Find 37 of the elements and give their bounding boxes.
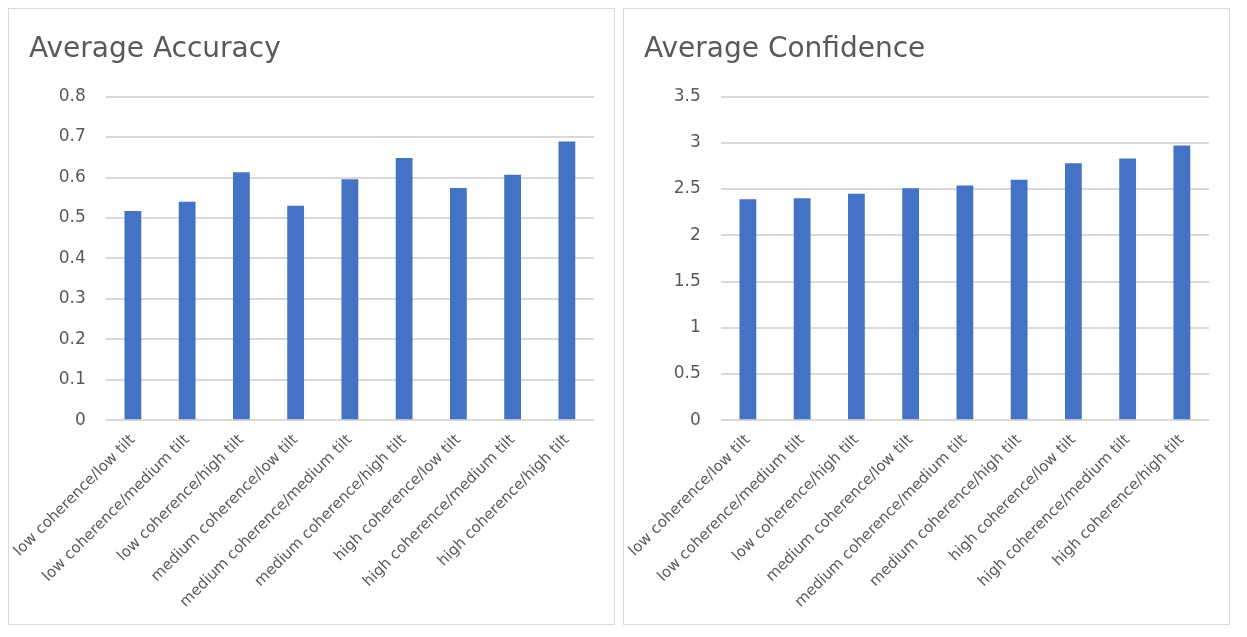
bar bbox=[1173, 145, 1191, 420]
y-tick-label: 0.7 bbox=[58, 125, 86, 146]
bar bbox=[449, 188, 467, 420]
chart-title: Average Confidence bbox=[644, 31, 926, 65]
y-tick-label: 0.5 bbox=[673, 362, 701, 383]
bar bbox=[504, 174, 522, 420]
bar bbox=[1119, 158, 1137, 420]
y-tick-label: 3.5 bbox=[673, 85, 701, 106]
bar bbox=[124, 211, 142, 420]
bar bbox=[232, 172, 250, 420]
y-tick-label: 2 bbox=[689, 223, 701, 244]
y-tick-label: 0 bbox=[689, 408, 701, 429]
y-tick-label: 0.3 bbox=[58, 287, 86, 308]
bar bbox=[956, 185, 974, 420]
bar bbox=[902, 188, 920, 420]
bar bbox=[847, 193, 865, 420]
y-tick-label: 1 bbox=[689, 316, 701, 337]
chart-title: Average Accuracy bbox=[29, 31, 281, 65]
y-tick-label: 1.5 bbox=[673, 269, 701, 290]
bar bbox=[341, 179, 359, 420]
bar bbox=[395, 158, 413, 420]
bar bbox=[558, 141, 576, 420]
bar bbox=[1010, 179, 1028, 420]
y-tick-label: 0.5 bbox=[58, 206, 86, 227]
bar bbox=[739, 199, 757, 420]
bar bbox=[178, 201, 196, 420]
y-tick-label: 0.8 bbox=[58, 85, 86, 106]
bar bbox=[287, 205, 305, 420]
y-tick-label: 0 bbox=[74, 408, 86, 429]
bar bbox=[793, 198, 811, 420]
bar bbox=[1064, 163, 1082, 420]
y-tick-label: 0.6 bbox=[58, 165, 86, 186]
y-tick-label: 0.2 bbox=[58, 327, 86, 348]
y-tick-label: 0.1 bbox=[58, 368, 86, 389]
y-tick-label: 2.5 bbox=[673, 177, 701, 198]
y-tick-label: 0.4 bbox=[58, 246, 86, 267]
y-tick-label: 3 bbox=[689, 131, 701, 152]
